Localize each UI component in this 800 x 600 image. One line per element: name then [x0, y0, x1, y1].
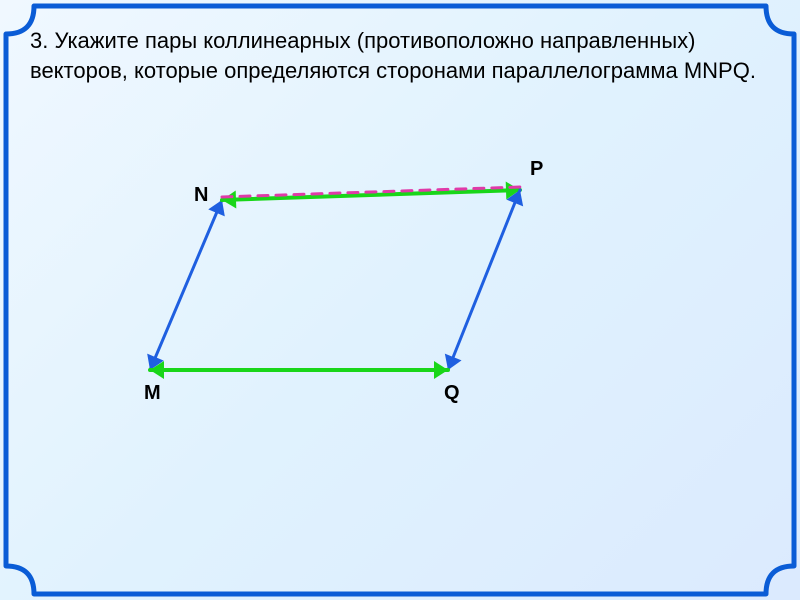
- parallelogram-diagram: [0, 0, 800, 600]
- vertex-label-N: N: [194, 184, 208, 207]
- slide: 3. Укажите пары коллинеарных (противопол…: [0, 0, 800, 600]
- vertex-label-P: P: [530, 158, 543, 181]
- vertex-label-M: M: [144, 382, 161, 405]
- vertex-label-Q: Q: [444, 382, 460, 405]
